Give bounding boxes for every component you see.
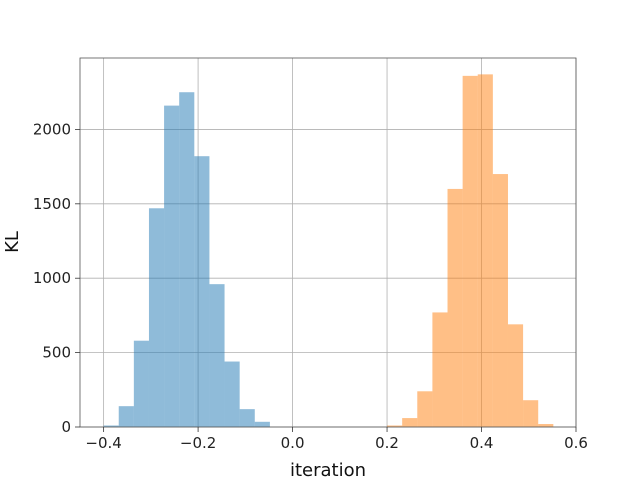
x-tick-label: −0.2 [180,434,216,452]
histogram-bar-series-1 [239,409,255,427]
y-axis: 0 500 1000 1500 2000 [33,120,80,436]
y-tick-label: 1500 [33,195,71,213]
histogram-bar-series-1 [148,208,165,427]
y-tick-label: 1000 [33,269,71,287]
bars [103,74,554,428]
y-axis-label: KL [2,231,23,253]
histogram-bar-series-2 [402,418,418,427]
histogram-bar-series-1 [209,284,225,427]
histogram-bar-series-1 [164,105,180,427]
histogram-bar-series-2 [523,400,539,427]
histogram-bar-series-2 [417,391,433,427]
x-tick-label: 0.0 [281,434,305,452]
histogram-bar-series-2 [387,425,403,427]
x-tick-label: 0.2 [375,434,399,452]
histogram-bar-series-1 [118,406,134,427]
histogram-bar-series-1 [254,421,270,427]
histogram-bar-series-2 [432,312,448,427]
x-tick-label: 0.6 [564,434,588,452]
histogram-bar-series-1 [224,361,240,427]
y-tick-label: 0 [61,418,71,436]
x-axis-label: iteration [290,460,366,480]
histogram-bar-series-1 [103,425,119,427]
histogram-bar-series-1 [194,156,210,428]
histogram-bar-series-2 [447,188,463,427]
histogram-bar-series-2 [507,324,524,427]
y-tick-label: 2000 [33,120,71,138]
histogram-bar-series-2 [492,174,508,427]
histogram-bar-series-1 [179,92,195,427]
histogram-bar-series-2 [477,74,493,427]
x-tick-label: −0.4 [85,434,121,452]
x-tick-label: 0.4 [470,434,494,452]
histogram-bar-series-1 [133,340,149,427]
histogram-bar-series-2 [538,424,554,427]
histogram-bar-series-2 [462,75,478,428]
x-axis: −0.4 −0.2 0.0 0.2 0.4 0.6 [85,427,588,452]
plot-frame [79,57,577,428]
y-tick-label: 500 [42,344,71,362]
